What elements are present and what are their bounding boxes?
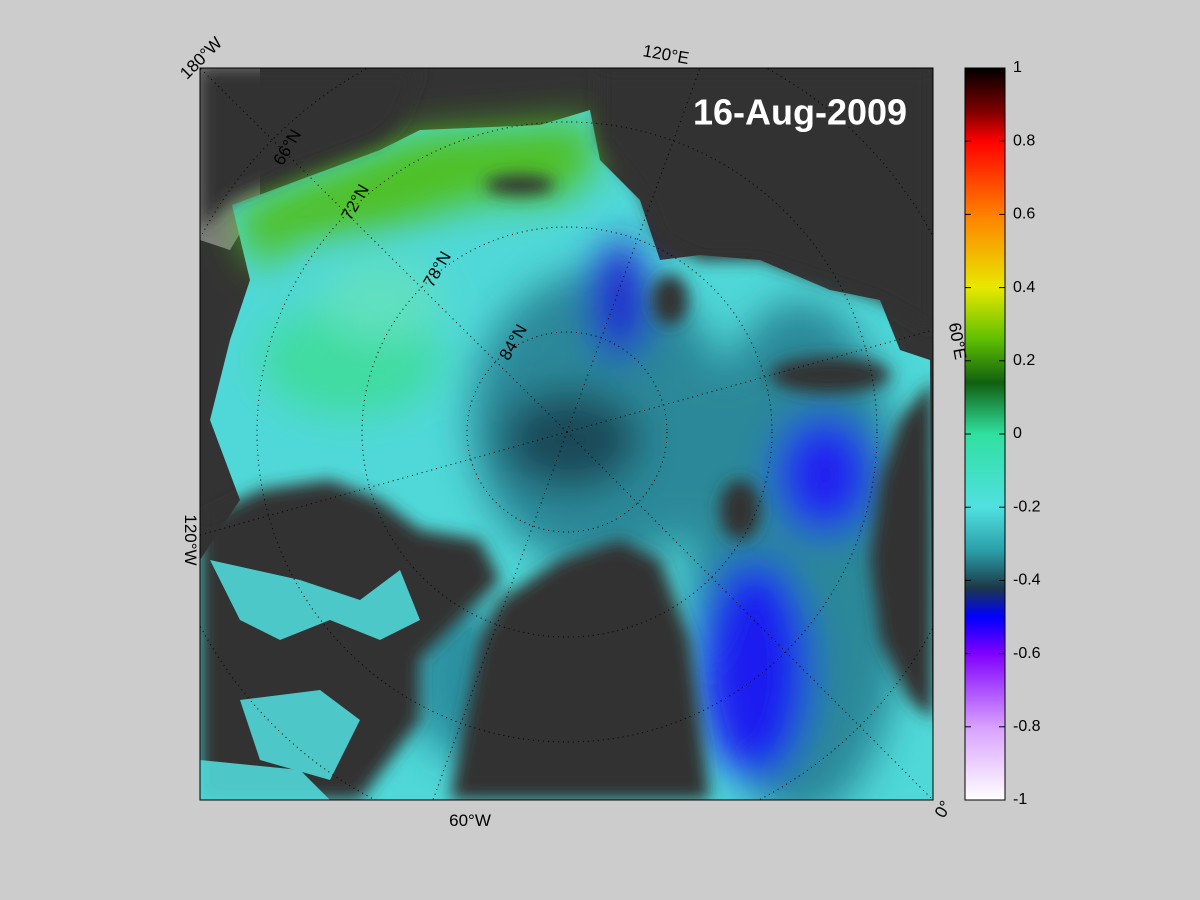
longitude-label: 0° [931,797,956,821]
colorbar-tick-label: 0 [1013,425,1022,442]
colorbar [964,67,1006,801]
longitude-label: 120°E [641,41,690,68]
colorbar-tick-label: 0.2 [1013,352,1035,369]
map [200,68,933,800]
colorbar-tick-label: -1 [1013,791,1027,808]
colorbar-tick-label: 0.4 [1013,279,1035,296]
field [232,120,910,800]
colorbar-tick-label: -0.6 [1013,645,1041,662]
colorbar-tick-label: -0.4 [1013,572,1041,589]
colorbar-tick-label: 1 [1013,59,1022,76]
channels [200,560,420,800]
colorbar-tick-label: 0.8 [1013,132,1035,149]
graticule [200,68,933,800]
longitude-label: 120°W [181,514,200,565]
longitude-label: 60°W [449,811,491,830]
colorbar-tick-label: -0.8 [1013,718,1041,735]
date-title: 16-Aug-2009 [693,92,907,133]
map-frame [199,67,934,801]
colorbar-tick-label: 0.6 [1013,206,1035,223]
colorbar-tick-label: -0.2 [1013,498,1041,515]
